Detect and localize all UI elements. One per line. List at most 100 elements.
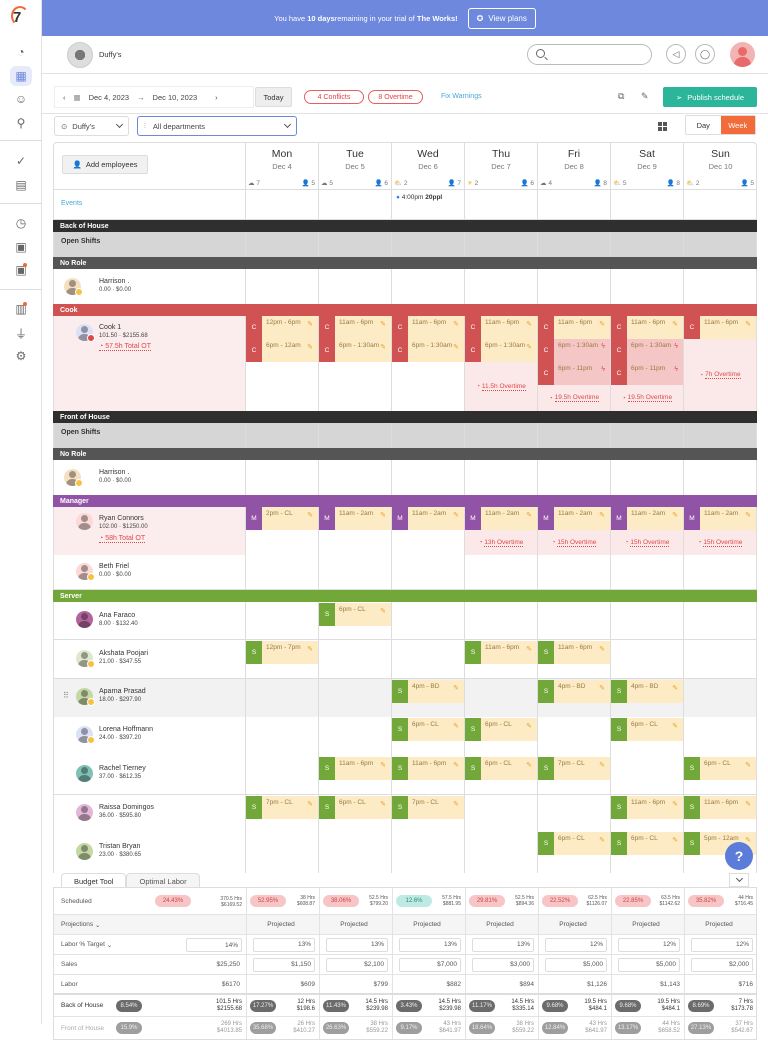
employee-name[interactable]: Akshata Poojari [99, 650, 149, 657]
settings-gear-icon[interactable]: ⚙ [15, 349, 27, 363]
shift-block[interactable]: S 12pm - 7pm ✎ [246, 641, 318, 664]
employee-name[interactable]: Cook 1 [99, 324, 122, 331]
avatar[interactable] [76, 804, 93, 821]
shift-cell[interactable] [465, 460, 538, 495]
shift-cell[interactable] [319, 555, 392, 589]
week-view-button[interactable]: Week [720, 116, 755, 134]
shift-cell[interactable] [538, 269, 611, 304]
location-select[interactable]: ⊙ Duffy's [54, 116, 129, 136]
shift-block[interactable]: S 6pm - CL ✎ [319, 796, 391, 819]
labor-target-input[interactable]: 13% [253, 937, 315, 952]
shift-block[interactable]: S 11am - 6pm ✎ [465, 641, 537, 664]
shift-block[interactable]: S 6pm - CL ✎ [611, 718, 683, 741]
publish-schedule-button[interactable]: ➢ Publish schedule [663, 87, 757, 107]
employee-name[interactable]: Ana Faraco [99, 612, 136, 619]
overtime-indicator[interactable]: ◔ 19.5h Overtime [538, 385, 610, 411]
shift-cell[interactable] [684, 269, 757, 304]
labor-target-input[interactable]: 13% [326, 937, 388, 952]
shift-block[interactable]: S 6pm - CL ✎ [465, 718, 537, 741]
conflict-shift-block[interactable]: C 6pm - 1:30am ϟ [611, 339, 683, 362]
tab-optimal-labor[interactable]: Optimal Labor [126, 873, 200, 889]
shift-cell[interactable] [392, 269, 465, 304]
clipboard-icon[interactable]: ▤ [15, 178, 27, 192]
overtime-indicator[interactable]: ◔ 15h Overtime [684, 530, 756, 555]
shift-block[interactable]: M 11am - 2am ✎ [684, 507, 756, 530]
open-shift-cell[interactable] [465, 232, 538, 257]
shift-block[interactable]: S 4pm - BD ✎ [538, 680, 610, 703]
app-logo[interactable]: 7 [11, 6, 29, 26]
shift-cell[interactable] [246, 460, 319, 495]
total-overtime-link[interactable]: ◔ 57.5h Total OT [99, 343, 151, 351]
shift-cell[interactable] [319, 460, 392, 495]
edit-pencil-icon[interactable]: ✎ [641, 91, 649, 101]
next-week-button[interactable]: › [215, 92, 218, 102]
shift-cell[interactable] [538, 555, 611, 589]
shift-block[interactable]: S 7pm - CL ✎ [392, 796, 464, 819]
drag-handle-icon[interactable]: ⠿ [63, 691, 69, 700]
dashboard-icon[interactable]: ◔ [17, 45, 25, 59]
shift-block[interactable]: S 6pm - CL ✎ [319, 603, 391, 626]
shift-cell[interactable] [684, 555, 757, 589]
shift-block[interactable]: S 7pm - CL ✎ [246, 796, 318, 819]
open-shift-cell[interactable] [684, 423, 757, 448]
conflicts-button[interactable]: 4 Conflicts [304, 90, 364, 104]
shift-block[interactable]: S 4pm - BD ✎ [392, 680, 464, 703]
shift-block[interactable]: S 4pm - BD ✎ [611, 680, 683, 703]
shift-block[interactable]: C 6pm - 12am ✎ [246, 339, 318, 362]
shift-cell[interactable] [246, 555, 319, 589]
overtime-button[interactable]: 8 Overtime [368, 90, 423, 104]
employee-name[interactable]: Tristan Bryan [99, 843, 141, 850]
date-range-picker[interactable]: ‹ ▦ Dec 4, 2023 → Dec 10, 2023 › [54, 86, 254, 108]
business-logo[interactable] [67, 41, 93, 68]
employee-name[interactable]: Beth Friel [99, 563, 129, 570]
open-shift-cell[interactable] [538, 423, 611, 448]
business-name[interactable]: Duffy's [99, 50, 122, 59]
sales-input[interactable]: $2,000 [691, 957, 753, 972]
overtime-indicator[interactable]: ◔ 15h Overtime [538, 530, 610, 555]
search-input[interactable] [527, 44, 652, 65]
shift-block[interactable]: C 11am - 6pm ✎ [684, 316, 756, 339]
open-shift-cell[interactable] [246, 423, 319, 448]
open-shift-cell[interactable] [611, 423, 684, 448]
overtime-indicator[interactable]: ◔ 19.5h Overtime [611, 385, 683, 411]
open-shift-cell[interactable] [538, 232, 611, 257]
layout-grid-icon[interactable] [658, 122, 667, 131]
shift-block[interactable]: S 11am - 6pm ✎ [611, 796, 683, 819]
employee-name[interactable]: Aparna Prasad [99, 688, 146, 695]
open-shift-cell[interactable] [392, 423, 465, 448]
shift-block[interactable]: S 11am - 6pm ✎ [392, 757, 464, 780]
shift-block[interactable]: S 6pm - CL ✎ [538, 832, 610, 855]
shift-block[interactable]: M 11am - 2am ✎ [319, 507, 391, 530]
shift-block[interactable]: C 6pm - 1:30am ✎ [392, 339, 464, 362]
labor-target-dropdown[interactable]: Labor % Target ⌄ 14% [54, 935, 246, 954]
shift-cell[interactable] [684, 460, 757, 495]
overtime-indicator[interactable]: ◔ 7h Overtime [684, 339, 756, 411]
shift-block[interactable]: S 11am - 6pm ✎ [684, 796, 756, 819]
fix-warnings-link[interactable]: Fix Warnings [441, 93, 482, 100]
prev-week-button[interactable]: ‹ [63, 92, 66, 102]
shift-block[interactable]: M 11am - 2am ✎ [392, 507, 464, 530]
open-shift-cell[interactable] [684, 232, 757, 257]
avatar[interactable] [76, 765, 93, 782]
view-plans-button[interactable]: ✪ View plans [467, 7, 536, 29]
shift-block[interactable]: C 12pm - 6pm ✎ [246, 316, 318, 339]
overtime-indicator[interactable]: ◔ 15h Overtime [611, 530, 683, 555]
sales-input[interactable]: $3,000 [472, 957, 534, 972]
tab-budget-tool[interactable]: Budget Tool [61, 873, 127, 889]
labor-target-input[interactable]: 13% [472, 937, 534, 952]
payroll-cash-icon[interactable]: ▣ [15, 240, 27, 254]
total-overtime-link[interactable]: ◔ 58h Total OT [99, 535, 146, 543]
shift-cell[interactable] [465, 555, 538, 589]
shift-block[interactable]: C 6pm - 1:30am ✎ [319, 339, 391, 362]
employee-name[interactable]: Rachel Tierney [99, 765, 146, 772]
shift-block[interactable]: M 11am - 2am ✎ [611, 507, 683, 530]
sales-input[interactable]: $5,000 [618, 957, 680, 972]
shift-block[interactable]: C 11am - 6pm ✎ [538, 316, 610, 339]
shift-block[interactable]: S 7pm - CL ✎ [538, 757, 610, 780]
conflict-shift-block[interactable]: C 6pm - 11pm ϟ [611, 362, 683, 385]
avatar[interactable] [76, 513, 93, 530]
shift-block[interactable]: M 11am - 2am ✎ [465, 507, 537, 530]
day-view-button[interactable]: Day [696, 120, 710, 130]
employee-name[interactable]: Harrison . [99, 278, 130, 285]
shift-cell[interactable] [611, 555, 684, 589]
